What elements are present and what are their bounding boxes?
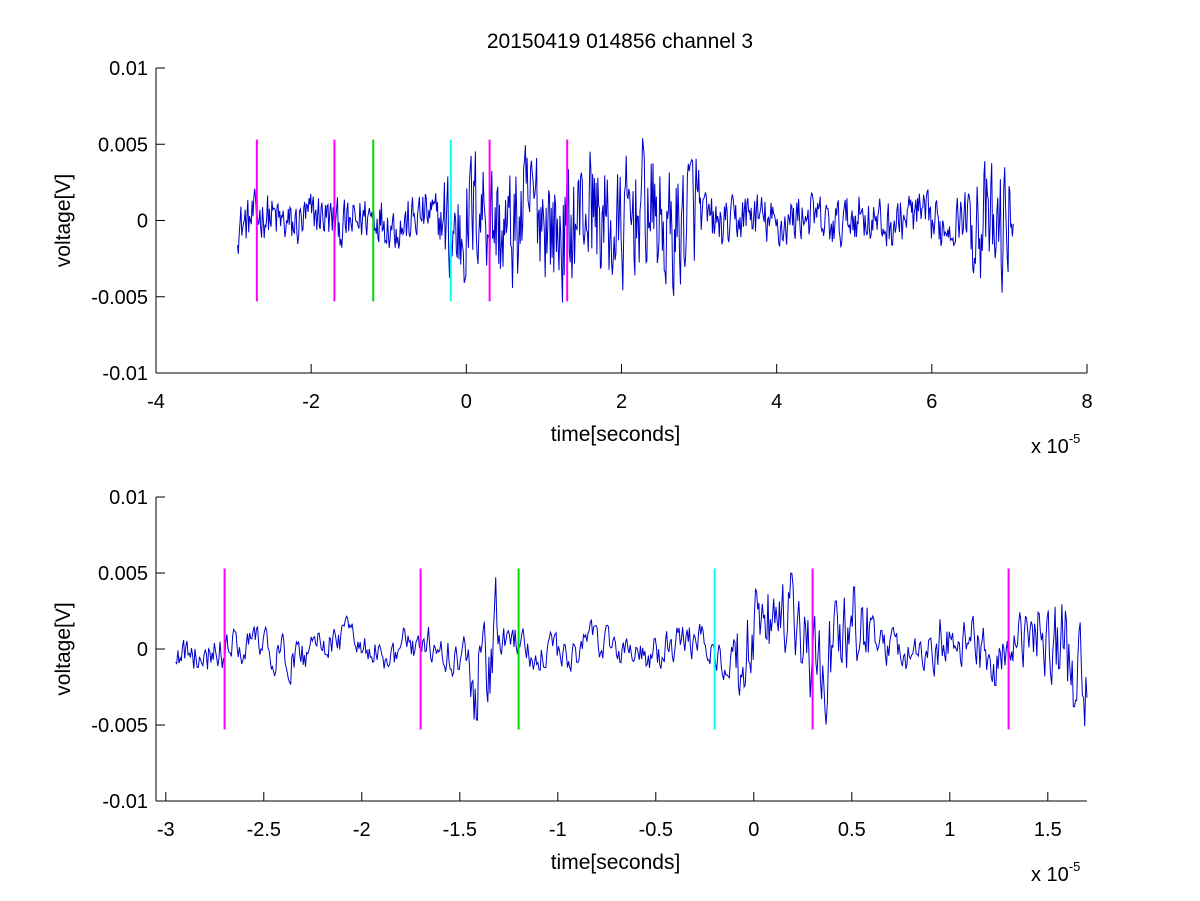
x-tick-label: 4	[771, 391, 782, 413]
x-axis-label: time[seconds]	[551, 851, 681, 874]
y-tick-label: 0	[137, 639, 148, 661]
y-tick-label: -0.005	[91, 715, 148, 737]
y-tick-label: 0.01	[109, 487, 148, 509]
y-axis-label: voltage[V]	[52, 602, 75, 695]
y-tick-label: -0.01	[102, 791, 148, 813]
x-tick-label: 8	[1081, 391, 1092, 413]
x-axis-label: time[seconds]	[551, 423, 681, 446]
y-tick-label: 0.01	[109, 58, 148, 80]
y-axis-label: voltage[V]	[52, 174, 75, 267]
x-tick-label: 6	[926, 391, 937, 413]
x-multiplier-label: x 10-5	[1031, 859, 1080, 886]
x-tick-label: 0	[461, 391, 472, 413]
x-tick-label: -3	[157, 819, 175, 841]
x-multiplier-label: x 10-5	[1031, 431, 1080, 458]
x-tick-label: 1.5	[1034, 819, 1062, 841]
x-multiplier-base: x 10	[1031, 864, 1069, 886]
y-tick-label: 0	[137, 211, 148, 233]
signal-trace	[237, 138, 1014, 303]
x-tick-label: -2	[302, 391, 320, 413]
plot-top: -0.01 -0.005 0 0.005 0.01 -4 -2 0 2 4 6 8 time[secon…	[52, 58, 1093, 458]
x-tick-label: -4	[147, 391, 165, 413]
figure-title: 20150419 014856 channel 3	[487, 30, 753, 53]
x-tick-label: 1	[944, 819, 955, 841]
x-tick-label: -2	[353, 819, 371, 841]
x-tick-label: -2.5	[247, 819, 281, 841]
x-tick-label: 0.5	[838, 819, 866, 841]
y-tick-label: -0.01	[102, 363, 148, 385]
x-tick-label: 2	[616, 391, 627, 413]
y-tick-label: -0.005	[91, 287, 148, 309]
y-tick-label: 0.005	[98, 134, 148, 156]
x-multiplier-base: x 10	[1031, 436, 1069, 458]
plot-bottom: -0.01 -0.005 0 0.005 0.01 -3 -2.5 -2 -1.5 -1 -0.5 0…	[52, 487, 1088, 886]
x-multiplier-exponent: -5	[1069, 431, 1081, 446]
signal-trace	[175, 572, 1088, 727]
x-tick-label: -1	[549, 819, 567, 841]
x-tick-label: 0	[748, 819, 759, 841]
y-tick-label: 0.005	[98, 563, 148, 585]
x-multiplier-exponent: -5	[1069, 859, 1081, 874]
x-tick-label: -0.5	[639, 819, 673, 841]
x-tick-label: -1.5	[443, 819, 477, 841]
